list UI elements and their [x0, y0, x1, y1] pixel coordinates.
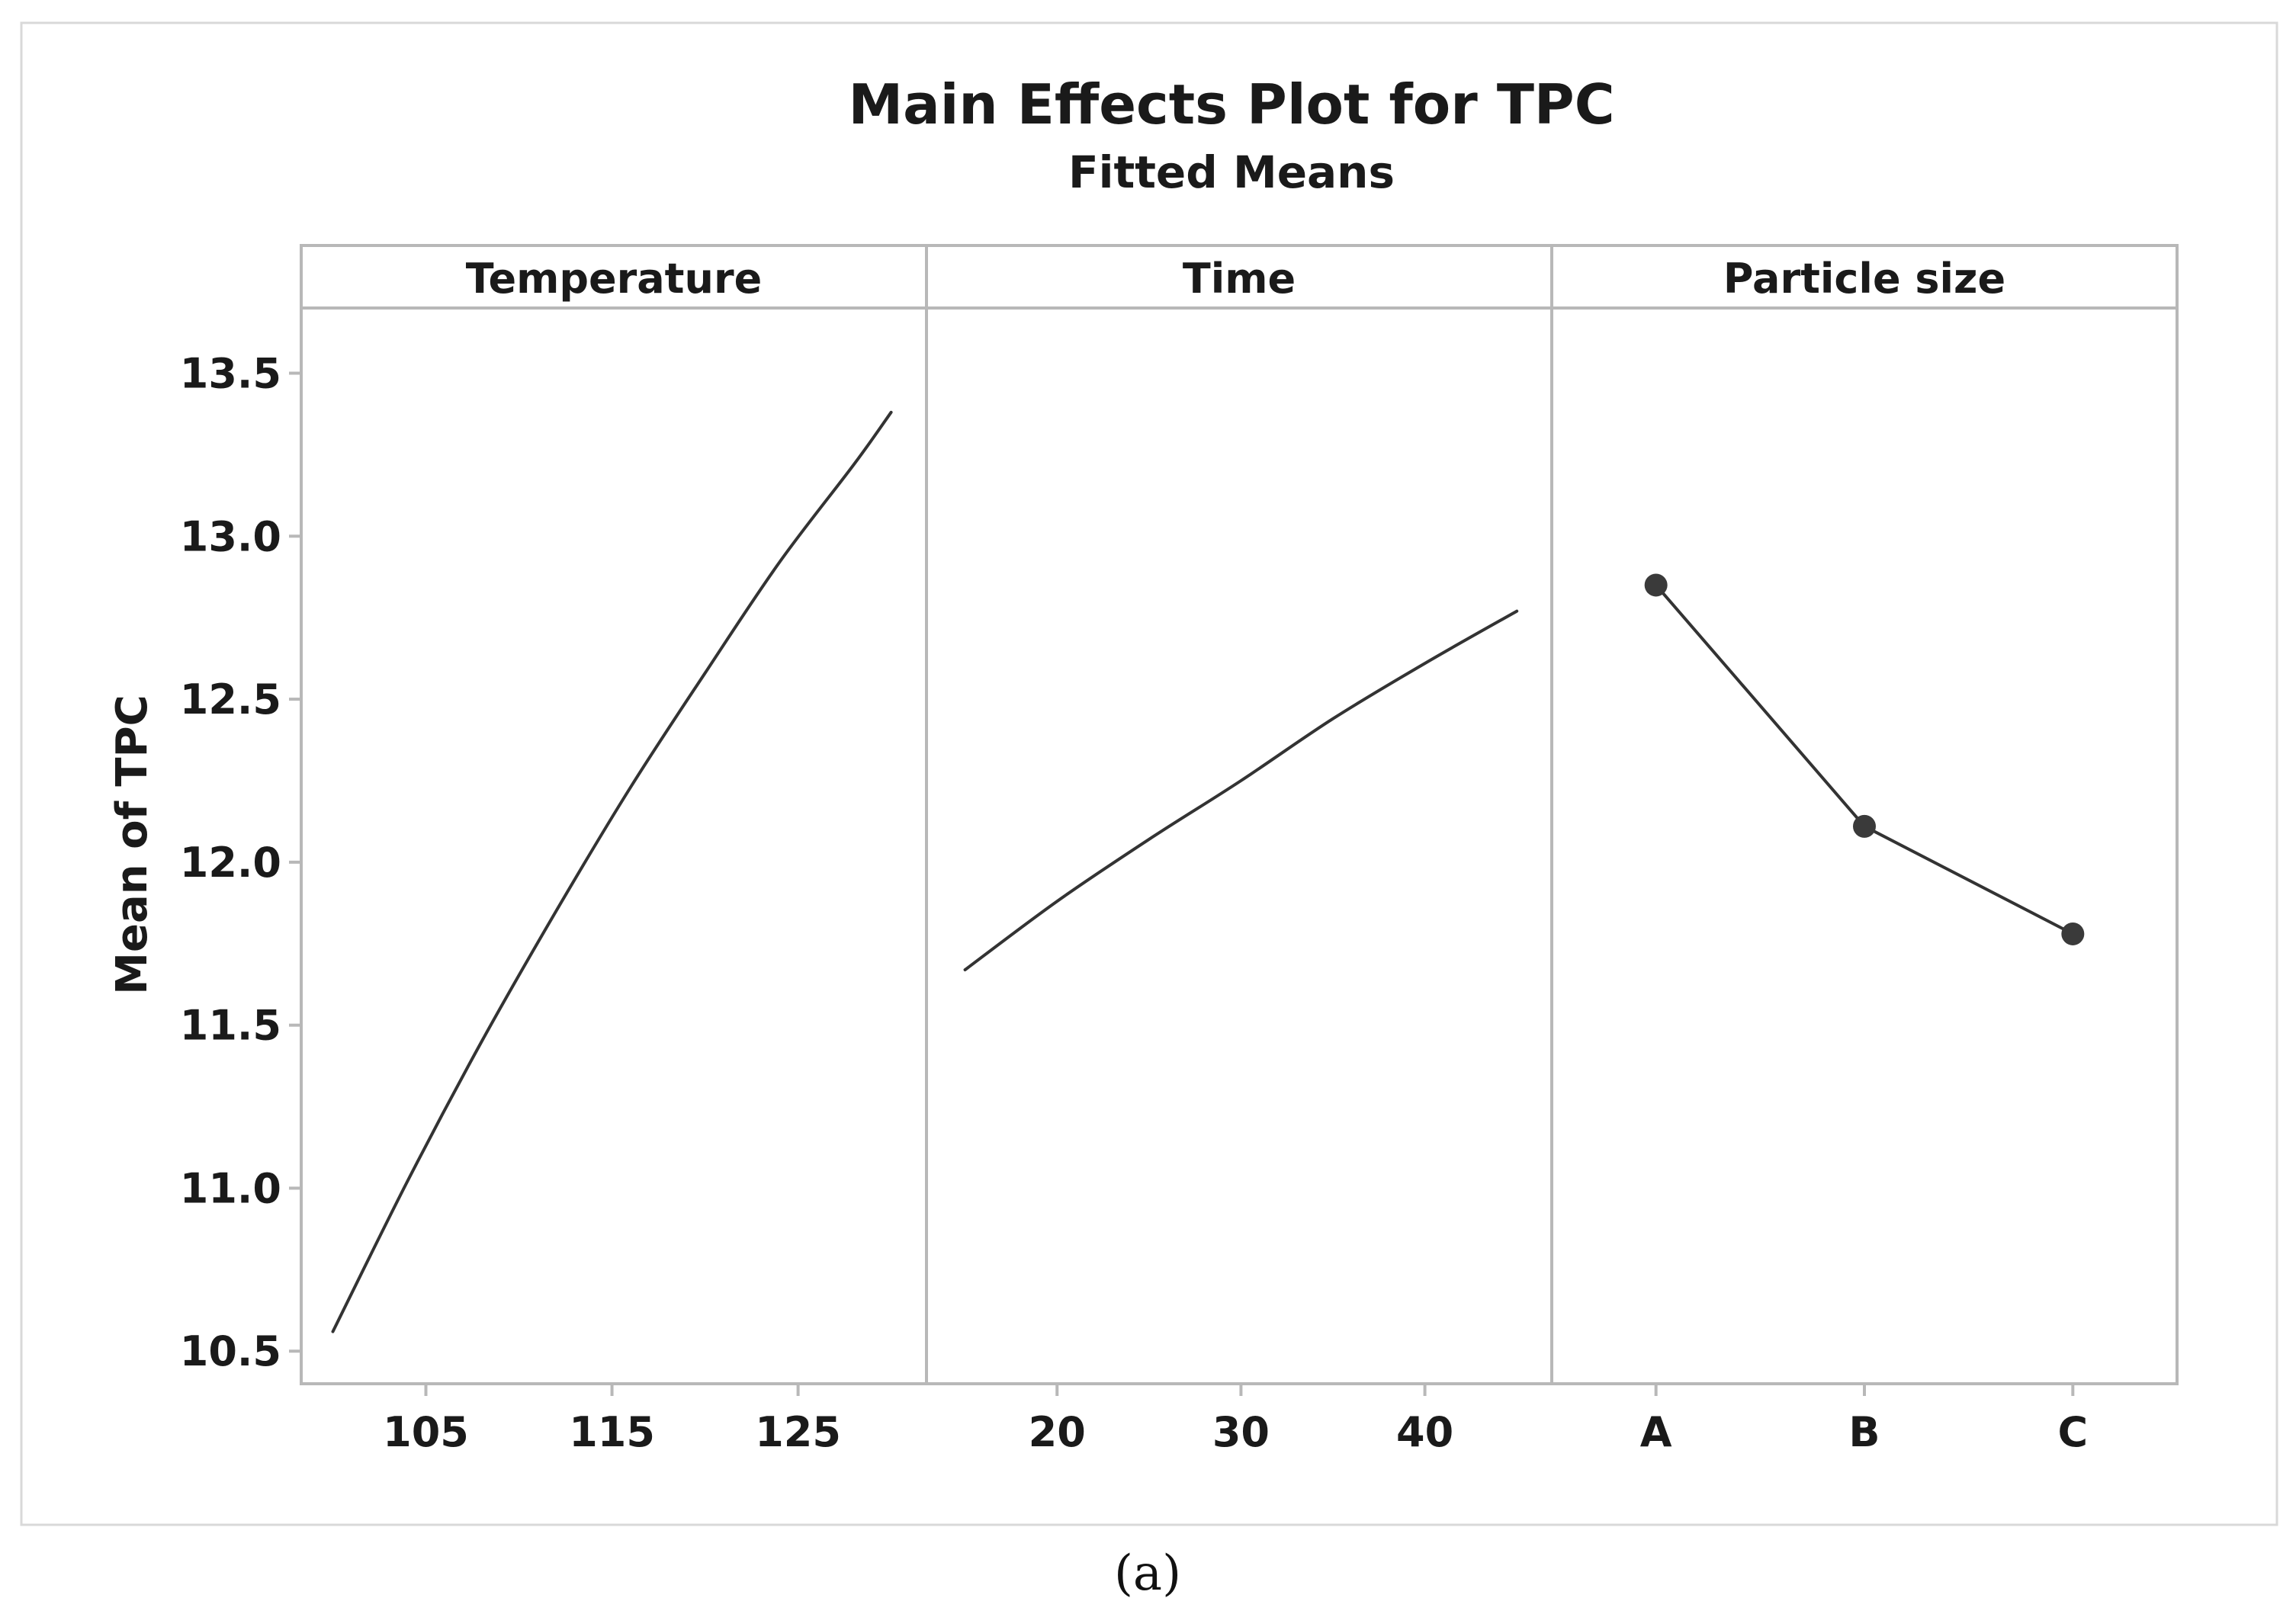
series-line-temperature: [331, 410, 893, 1333]
x-tick-label: B: [1848, 1408, 1880, 1456]
y-tick-label: 13.5: [180, 350, 281, 398]
chart-title: Main Effects Plot for TPC: [848, 72, 1614, 136]
plot-frame: [300, 244, 2179, 1385]
series-line-time: [963, 609, 1519, 971]
x-tick-label: 115: [569, 1408, 655, 1456]
x-tick-label: 125: [755, 1408, 841, 1456]
y-tick-label: 13.0: [180, 512, 281, 560]
x-tick-label: C: [2058, 1408, 2089, 1456]
chart-subtitle: Fitted Means: [1068, 146, 1395, 198]
data-point-C: [2061, 922, 2085, 945]
data-point-B: [1853, 814, 1876, 838]
y-tick-label: 12.5: [180, 675, 281, 724]
y-tick-label: 11.0: [180, 1164, 281, 1212]
figure-caption: (a): [1114, 1545, 1181, 1602]
y-tick-label: 11.5: [180, 1002, 281, 1050]
panel-title: Temperature: [466, 255, 762, 303]
x-tick-label: 20: [1029, 1408, 1086, 1456]
y-axis-label: Mean of TPC: [108, 695, 157, 995]
plot-area: 10.5 11.0 11.5 12.0 12.5 13.0 13.5 Temperature 1…: [180, 244, 2179, 1456]
data-point-A: [1644, 573, 1668, 597]
x-tick-label: A: [1640, 1408, 1672, 1456]
panel-title: Time: [1183, 255, 1296, 303]
figure-frame: [20, 21, 2278, 1526]
x-tick-label: 30: [1212, 1408, 1270, 1456]
panel-title: Particle size: [1723, 255, 2005, 303]
x-tick-label: 40: [1396, 1408, 1453, 1456]
y-tick-label: 12.0: [180, 839, 281, 887]
x-tick-label: 105: [383, 1408, 469, 1456]
y-tick-label: 10.5: [180, 1327, 281, 1375]
